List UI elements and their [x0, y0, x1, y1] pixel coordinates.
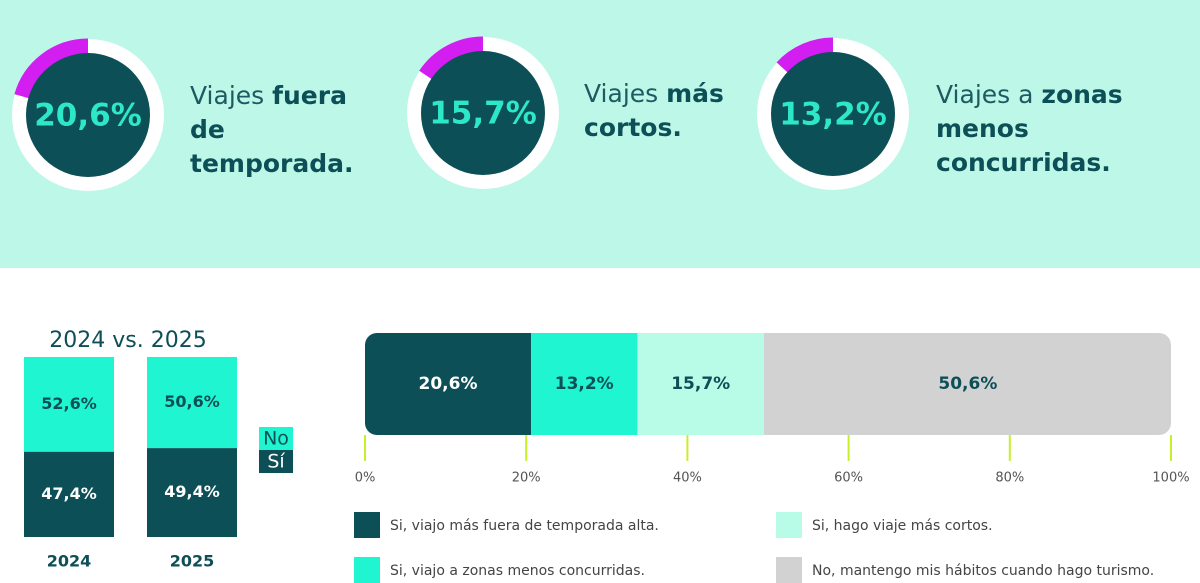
x-tick-label: 2024 — [47, 552, 92, 571]
x-tick-label: 40% — [673, 471, 702, 486]
value-label: 52,6% — [41, 394, 97, 413]
legend-label: Si, viajo más fuera de temporada alta. — [390, 518, 659, 534]
donut-value: 20,6% — [34, 98, 142, 134]
bar-segment — [531, 333, 638, 435]
donut-label: Viajes a zonas menos concurridas. — [936, 78, 1200, 180]
legend-label: Si, hago viaje más cortos. — [812, 518, 993, 534]
legend-swatch — [776, 557, 802, 583]
x-tick-label: 2025 — [170, 552, 215, 571]
bar-segment — [24, 451, 114, 537]
label-bold: fuera de temporada. — [190, 81, 354, 178]
donut-value: 13,2% — [779, 97, 887, 133]
legend-label: Si, viajo a zonas menos concurridas. — [390, 563, 645, 579]
x-tick-label: 0% — [355, 471, 376, 486]
chart-title: 2024 vs. 2025 — [49, 328, 206, 353]
donut-label: Viajes fuera de temporada. — [190, 79, 390, 181]
bar-group — [365, 333, 1171, 435]
value-label: 15,7% — [671, 374, 730, 394]
label-regular: Viajes — [584, 79, 659, 108]
bar-segment — [365, 333, 532, 435]
legend-swatch — [259, 450, 293, 473]
value-label: 50,6% — [164, 392, 220, 411]
x-tick-label: 20% — [512, 471, 541, 486]
top-band — [0, 0, 1200, 268]
label-regular: Viajes — [190, 81, 265, 110]
legend-swatch — [354, 557, 380, 583]
x-tick-label: 60% — [834, 471, 863, 486]
legend-swatch — [259, 427, 293, 450]
donut-arc — [776, 37, 834, 73]
donut-label: Viajes más cortos. — [584, 77, 734, 145]
value-label: 13,2% — [555, 374, 614, 394]
donut-value: 15,7% — [429, 96, 537, 132]
label-regular: Viajes a — [936, 80, 1034, 109]
donut-center — [771, 52, 895, 176]
bar-segment — [147, 448, 237, 537]
donut-arc — [419, 36, 484, 80]
donut-center — [26, 53, 150, 177]
bar-segment — [763, 333, 1171, 435]
label-bold: zonas menos concurridas. — [936, 80, 1123, 177]
bar-segment — [637, 333, 764, 435]
legend-label: No — [263, 428, 289, 450]
x-tick-label: 80% — [995, 471, 1024, 486]
legend-swatch — [354, 512, 380, 538]
x-tick-label: 100% — [1152, 471, 1189, 486]
legend-label: No, mantengo mis hábitos cuando hago tur… — [812, 563, 1154, 579]
donut-arc — [14, 38, 89, 99]
value-label: 50,6% — [938, 374, 997, 394]
value-label: 47,4% — [41, 484, 97, 503]
bar-segment — [24, 357, 114, 452]
bar-segment — [147, 357, 237, 449]
legend-swatch — [776, 512, 802, 538]
value-label: 49,4% — [164, 482, 220, 501]
donut-center — [421, 51, 545, 175]
legend-label: Sí — [267, 451, 285, 473]
label-bold: más cortos. — [584, 79, 724, 142]
value-label: 20,6% — [419, 374, 478, 394]
